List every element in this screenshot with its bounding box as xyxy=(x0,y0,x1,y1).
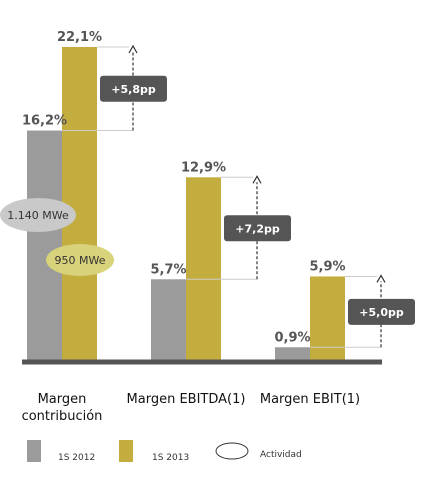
bar-1s-2012 xyxy=(275,347,310,360)
delta-arrow-head xyxy=(252,175,262,184)
actividad-2013-label: 950 MWe xyxy=(55,254,106,267)
delta-badge xyxy=(224,215,291,242)
value-label-1s-2012: 5,7% xyxy=(150,262,186,277)
delta-badge xyxy=(100,75,167,102)
legend-label-1s-2013: 1S 2013 xyxy=(152,453,189,463)
delta-badges-group: +5,8pp +7,2pp +5,0pp xyxy=(100,75,415,325)
value-label-1s-2013: 12,9% xyxy=(181,160,226,175)
category-labels-group: Margen contribución Margen EBITDA(1) Margen… xyxy=(22,392,361,424)
delta-arrow-head xyxy=(376,274,386,283)
legend: 1S 2012 1S 2013 Actividad xyxy=(27,440,302,463)
legend-actividad-ellipse xyxy=(215,442,249,460)
actividad-2012-label: 1.140 MWe xyxy=(7,209,69,222)
value-label-1s-2012: 16,2% xyxy=(22,114,67,129)
delta-badge xyxy=(348,298,415,325)
bars-group xyxy=(27,47,345,360)
bar-1s-2013 xyxy=(62,47,97,360)
category-label: Margen xyxy=(38,392,87,407)
value-label-1s-2013: 5,9% xyxy=(309,259,345,274)
delta-label: +5,8pp xyxy=(111,83,156,96)
bar-1s-2012 xyxy=(27,130,62,360)
value-label-1s-2012: 0,9% xyxy=(274,330,310,345)
category-label: contribución xyxy=(22,409,103,424)
category-label: Margen EBITDA(1) xyxy=(127,392,246,407)
legend-label-actividad: Actividad xyxy=(260,450,302,460)
bar-1s-2013 xyxy=(186,177,221,360)
delta-label: +7,2pp xyxy=(235,222,280,235)
legend-swatch-1s-2013 xyxy=(119,440,133,462)
actividad-2013-annotation: 950 MWe xyxy=(46,244,114,276)
category-label: Margen EBIT(1) xyxy=(260,392,360,407)
legend-swatch-1s-2012 xyxy=(27,440,41,462)
actividad-2012-ellipse xyxy=(0,198,76,232)
bar-1s-2012 xyxy=(151,279,186,360)
bar-1s-2013 xyxy=(310,276,345,360)
value-label-1s-2013: 22,1% xyxy=(57,30,102,45)
value-labels-group: 16,2% 22,1% 5,7% 12,9% 0,9% 5,9% xyxy=(22,30,346,345)
delta-label: +5,0pp xyxy=(359,306,404,319)
actividad-2013-ellipse xyxy=(46,244,114,276)
delta-arrow-head xyxy=(128,44,138,54)
legend-label-1s-2012: 1S 2012 xyxy=(58,453,95,463)
actividad-2012-annotation: 1.140 MWe xyxy=(0,198,76,232)
